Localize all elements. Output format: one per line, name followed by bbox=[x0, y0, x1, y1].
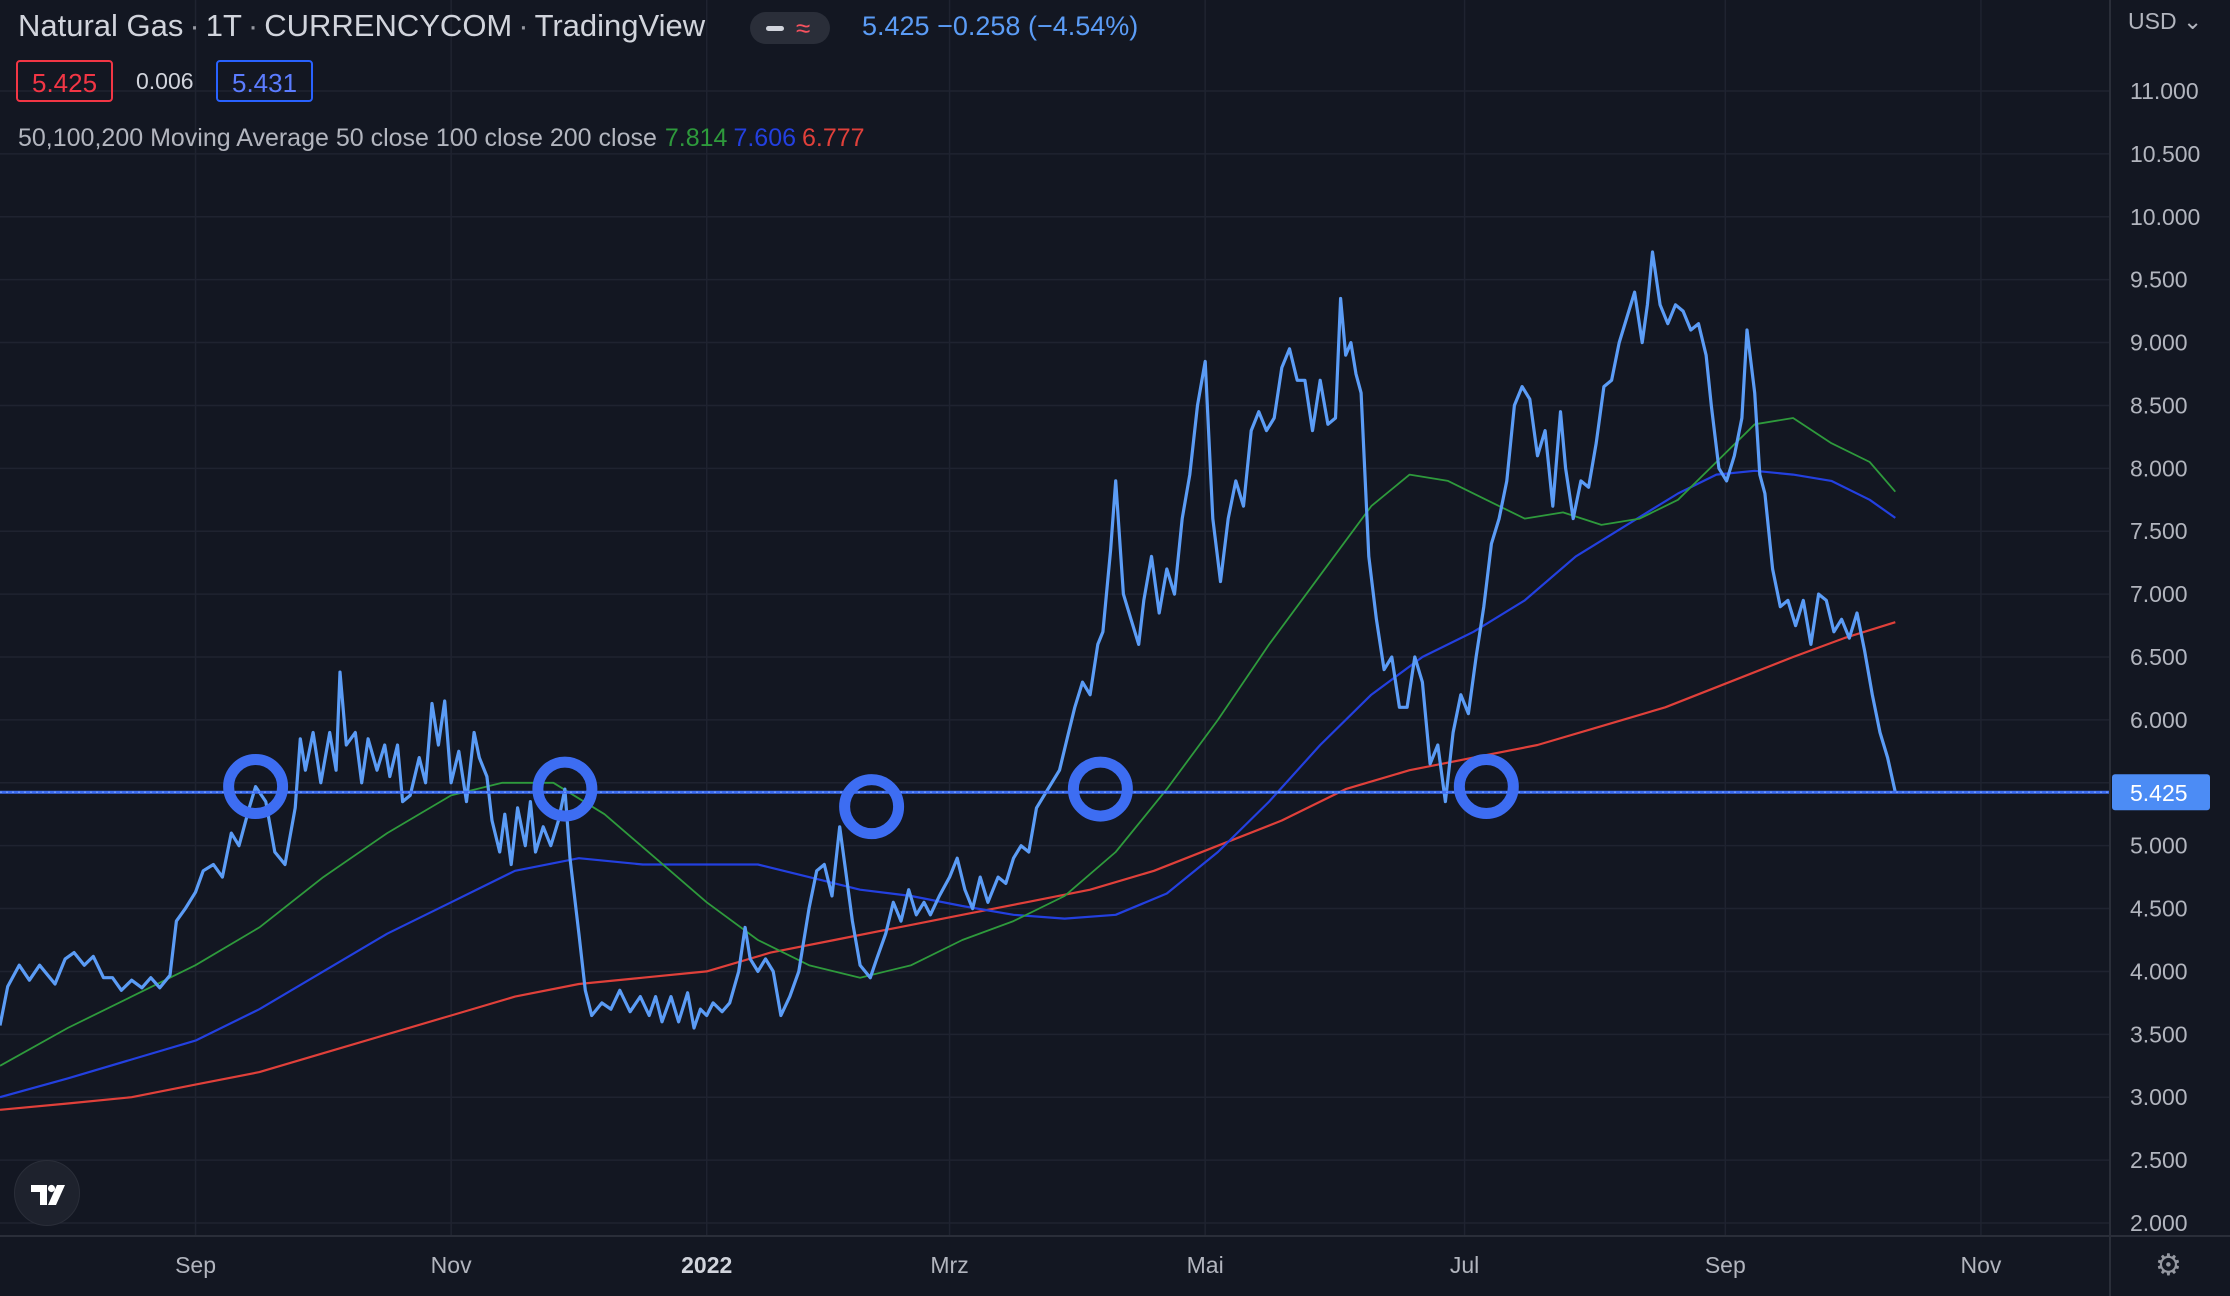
settings-gear-icon[interactable]: ⚙ bbox=[2155, 1249, 2182, 1282]
y-tick-label: 7.500 bbox=[2130, 518, 2188, 544]
price-change-pct: (−4.54%) bbox=[1027, 11, 1139, 41]
support-highlights bbox=[223, 754, 1519, 840]
x-tick-label: Nov bbox=[1960, 1252, 2001, 1278]
x-tick-label: Mai bbox=[1187, 1252, 1224, 1278]
sell-button[interactable]: 5.425 bbox=[16, 60, 114, 102]
currency-label: USD bbox=[2128, 8, 2177, 34]
series-line-natural-gas bbox=[0, 250, 1897, 1030]
wave-icon: ≈ bbox=[796, 13, 811, 43]
last-price: 5.425 bbox=[862, 11, 930, 41]
y-tick-label: 6.000 bbox=[2130, 707, 2188, 733]
y-tick-label: 10.000 bbox=[2130, 204, 2200, 230]
y-tick-label: 6.500 bbox=[2130, 644, 2188, 670]
series-line-ma-50 bbox=[0, 417, 1896, 1067]
tradingview-logo-icon bbox=[31, 1184, 65, 1205]
y-tick-label: 2.000 bbox=[2130, 1210, 2188, 1236]
buy-button[interactable]: 5.431 bbox=[216, 60, 314, 102]
highlight-circle bbox=[223, 754, 289, 820]
exchange-label: CURRENCYCOM bbox=[264, 8, 513, 43]
symbol-name: Natural Gas bbox=[18, 8, 184, 43]
highlight-circle bbox=[532, 756, 598, 822]
x-tick-label: Jul bbox=[1450, 1252, 1479, 1278]
y-tick-label: 10.500 bbox=[2130, 141, 2200, 167]
ma-indicator-legend[interactable]: 50,100,200 Moving Average 50 close 100 c… bbox=[18, 124, 865, 153]
y-tick-label: 7.000 bbox=[2130, 581, 2188, 607]
tradingview-logo[interactable] bbox=[14, 1160, 80, 1226]
minus-icon bbox=[766, 26, 784, 31]
chevron-down-icon: ⌄ bbox=[2182, 8, 2203, 34]
currency-selector[interactable]: USD ⌄ bbox=[2128, 8, 2202, 35]
price-change: −0.258 bbox=[937, 11, 1021, 41]
highlight-circle bbox=[839, 774, 905, 840]
y-tick-label: 4.000 bbox=[2130, 958, 2188, 984]
series-line-ma-100 bbox=[0, 469, 1896, 1099]
y-tick-label: 5.000 bbox=[2130, 833, 2188, 859]
spread-value: 0.006 bbox=[136, 68, 194, 94]
price-tag-label: 5.425 bbox=[2130, 780, 2188, 806]
y-tick-label: 8.500 bbox=[2130, 392, 2188, 418]
ma100-value: 7.606 bbox=[733, 124, 797, 152]
highlight-circle bbox=[1453, 754, 1519, 820]
x-tick-label: Nov bbox=[431, 1252, 472, 1278]
highlight-circle bbox=[1067, 756, 1133, 822]
ma-indicator-label: 50,100,200 Moving Average 50 close 100 c… bbox=[18, 124, 657, 152]
y-tick-label: 11.000 bbox=[2130, 78, 2199, 104]
y-tick-label: 4.500 bbox=[2130, 896, 2188, 922]
series-line-ma-200 bbox=[0, 621, 1896, 1111]
last-quote: 5.425 −0.258 (−4.54%) bbox=[862, 11, 1138, 42]
chart-series bbox=[0, 250, 2110, 1111]
y-tick-label: 9.500 bbox=[2130, 267, 2188, 293]
price-tag bbox=[2112, 774, 2210, 811]
interval-label: 1T bbox=[205, 8, 242, 43]
y-tick-label: 9.000 bbox=[2130, 330, 2188, 356]
y-tick-label: 2.500 bbox=[2130, 1147, 2188, 1173]
ma200-value: 6.777 bbox=[802, 124, 865, 152]
x-tick-label: 2022 bbox=[681, 1252, 732, 1278]
chart-style-toggle[interactable]: ≈ bbox=[750, 12, 830, 44]
ma50-value: 7.814 bbox=[664, 124, 728, 152]
y-tick-label: 3.500 bbox=[2130, 1021, 2188, 1047]
x-tick-label: Sep bbox=[175, 1252, 216, 1278]
chart-grid bbox=[0, 0, 2110, 1236]
chart-title[interactable]: Natural Gas · 1T · CURRENCYCOM · TradingView bbox=[18, 8, 706, 43]
y-tick-label: 3.000 bbox=[2130, 1084, 2188, 1110]
x-tick-label: Sep bbox=[1705, 1252, 1746, 1278]
x-tick-label: Mrz bbox=[930, 1252, 968, 1278]
platform-label: TradingView bbox=[534, 8, 706, 43]
y-tick-label: 8.000 bbox=[2130, 455, 2188, 481]
